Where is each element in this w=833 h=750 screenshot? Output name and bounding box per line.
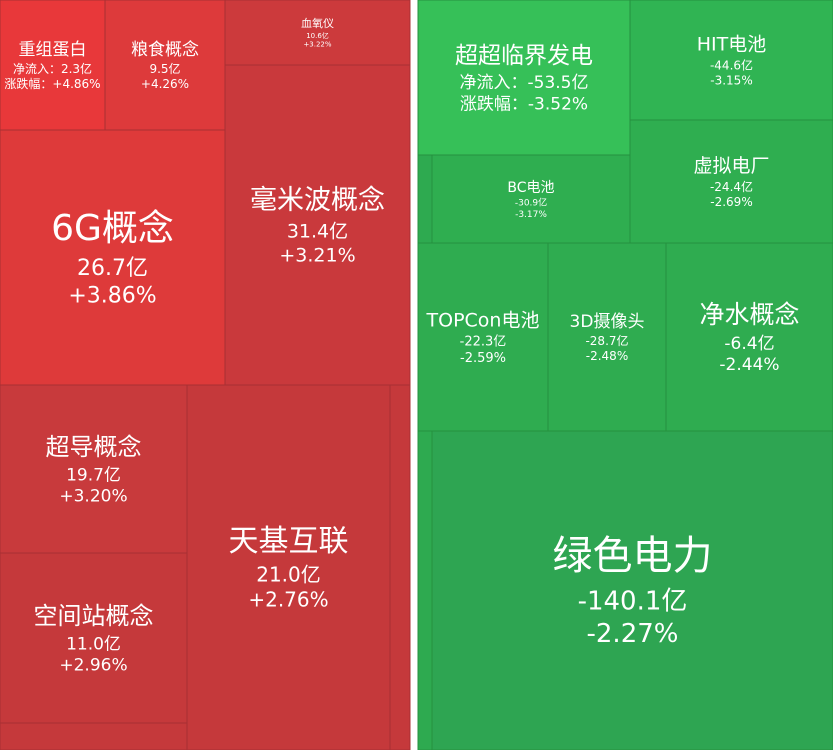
tile-stat: 9.5亿 <box>149 61 180 76</box>
tile-stat: 31.4亿 <box>287 221 348 243</box>
divider <box>410 0 418 750</box>
tile-stat: -2.44% <box>719 355 779 375</box>
small-tile <box>389 384 411 750</box>
tile[interactable] <box>104 0 226 131</box>
tile-name: BC电池 <box>507 180 554 196</box>
tile[interactable] <box>629 119 833 244</box>
tile-stat: -140.1亿 <box>578 587 688 617</box>
tile-stat: 净流入：2.3亿 <box>13 61 92 76</box>
tile-stat: 涨跌幅：-3.52% <box>460 94 588 114</box>
tile-name: 净水概念 <box>699 300 799 329</box>
tile[interactable] <box>0 384 188 554</box>
tile-name: TOPCon电池 <box>426 309 540 331</box>
tile-stat: 26.7亿 <box>77 256 148 281</box>
tile[interactable] <box>665 242 833 432</box>
tile-stat: -3.17% <box>515 210 547 220</box>
tile-stat: +3.86% <box>68 283 156 308</box>
tile-stat: +3.20% <box>59 487 127 507</box>
tile[interactable] <box>186 384 391 750</box>
tile[interactable] <box>224 0 411 66</box>
tile[interactable] <box>0 552 188 724</box>
tile-stat: -44.6亿 <box>710 57 753 72</box>
tile-name: 空间站概念 <box>34 602 154 630</box>
tile-stat: 涨跌幅：+4.86% <box>4 76 100 91</box>
tile-stat: -28.7亿 <box>585 333 628 348</box>
tile-name: 超导概念 <box>46 433 142 461</box>
tile-stat: -24.4亿 <box>710 179 753 194</box>
small-tile <box>417 430 433 750</box>
tile[interactable] <box>224 64 411 386</box>
tile-name: 超超临界发电 <box>455 43 593 69</box>
tile-name: HIT电池 <box>697 34 767 56</box>
tile-name: 粮食概念 <box>131 39 199 60</box>
small-tile <box>417 154 433 244</box>
tile-stat: -2.59% <box>460 351 506 366</box>
tile-name: 血氧仪 <box>301 16 334 30</box>
tile-stat: +2.76% <box>248 588 328 612</box>
tile[interactable] <box>0 0 106 131</box>
tile-name: 毫米波概念 <box>250 185 385 216</box>
tile-stat: +2.96% <box>59 656 127 676</box>
tile-stat: +3.21% <box>279 244 355 266</box>
tile-stat: 10.6亿 <box>306 31 329 40</box>
tile-name: 3D摄像头 <box>570 312 645 332</box>
tile[interactable] <box>0 129 226 386</box>
tile-stat: 19.7亿 <box>66 465 121 485</box>
tile[interactable] <box>431 430 833 750</box>
tile[interactable] <box>417 0 631 156</box>
tile-stat: 净流入：-53.5亿 <box>460 73 589 93</box>
tile[interactable] <box>547 242 667 432</box>
tile-name: 天基互联 <box>229 524 349 559</box>
tile-stat: -3.15% <box>710 73 752 87</box>
tile-stat: -6.4亿 <box>724 334 774 354</box>
tile-name: 绿色电力 <box>553 533 713 579</box>
tile-stat: -2.69% <box>710 195 752 209</box>
tile-stat: +4.26% <box>141 77 189 91</box>
tile-name: 重组蛋白 <box>19 40 87 60</box>
tile-stat: -22.3亿 <box>460 335 507 350</box>
tile[interactable] <box>417 242 549 432</box>
tile-stat: 11.0亿 <box>66 634 121 654</box>
tile-name: 6G概念 <box>51 208 174 249</box>
tile-name: 虚拟电厂 <box>693 155 769 177</box>
tile-stat: -30.9亿 <box>515 197 547 209</box>
small-tile <box>0 722 188 750</box>
tile[interactable] <box>431 154 631 244</box>
tile-stat: +3.22% <box>303 41 331 49</box>
tile[interactable] <box>629 0 833 121</box>
tile-stat: -2.27% <box>587 619 679 649</box>
tile-stat: 21.0亿 <box>256 563 321 587</box>
tile-stat: -2.48% <box>586 349 628 363</box>
